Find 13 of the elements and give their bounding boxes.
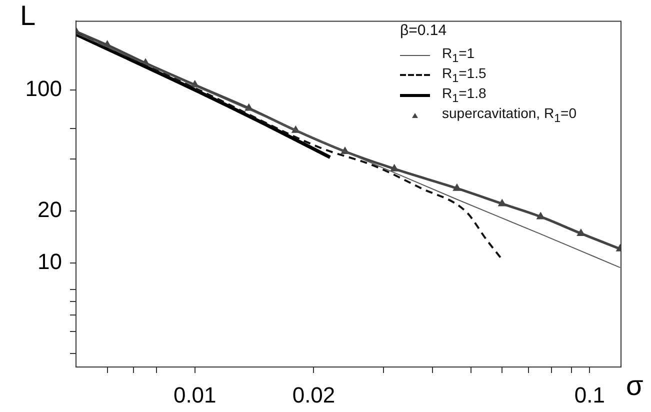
y-tick-label: 10 — [38, 248, 62, 274]
legend-label: R$_{1}$=1.5 — [442, 65, 486, 85]
y-tick-label: 100 — [25, 76, 62, 102]
legend-label: R$_{1}$=1 — [442, 45, 475, 65]
x-tick-label: 0.02 — [292, 382, 336, 408]
legend-label: R$_{1}$=1.8 — [442, 85, 486, 105]
y-tick-label: 20 — [38, 196, 62, 222]
x-axis-title: σ — [626, 370, 644, 402]
legend-title: β=0.14 — [400, 22, 448, 39]
y-axis-title: L — [20, 0, 36, 32]
legend-label: supercavitation, R$_{1}$=0 — [442, 105, 577, 125]
x-tick-label: 0.01 — [173, 382, 216, 408]
x-tick-label: 0.1 — [574, 382, 606, 408]
